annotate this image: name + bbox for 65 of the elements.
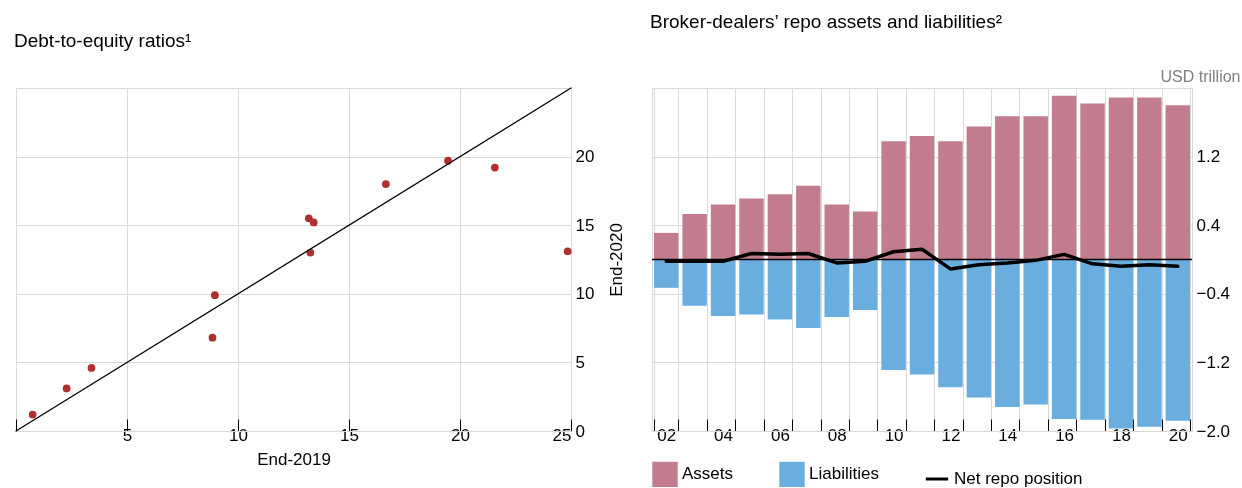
point xyxy=(490,163,499,172)
bar xyxy=(767,259,793,320)
bar xyxy=(1051,95,1077,260)
y-tick-label: −0.4 xyxy=(1196,284,1231,304)
x-axis-title: End-2019 xyxy=(257,449,331,469)
y-tick-label: 0 xyxy=(575,421,585,441)
bar xyxy=(995,259,1020,407)
bar xyxy=(966,126,992,260)
y-tick-label: 0.4 xyxy=(1196,215,1221,235)
bar xyxy=(881,141,906,260)
bar xyxy=(739,259,764,315)
bar xyxy=(710,204,736,260)
y-tick-label: 15 xyxy=(575,215,595,235)
bar xyxy=(796,185,821,260)
point xyxy=(304,214,313,223)
bar xyxy=(1080,259,1105,420)
bar xyxy=(852,259,878,311)
point xyxy=(208,333,217,342)
bar xyxy=(653,259,679,288)
legend-label: Assets xyxy=(682,464,734,484)
point xyxy=(28,410,37,419)
bar xyxy=(995,116,1020,260)
bar xyxy=(938,141,963,260)
point xyxy=(309,218,318,227)
legend-label: Net repo position xyxy=(954,469,1083,488)
bar xyxy=(682,214,707,260)
point xyxy=(211,291,219,300)
point xyxy=(62,384,71,393)
bar xyxy=(767,194,793,260)
bar xyxy=(938,259,963,388)
point xyxy=(563,247,572,256)
legend-label: Liabilities xyxy=(809,464,879,484)
chart-title: Debt-to-equity ratios¹ xyxy=(14,30,192,52)
chart-title: Broker-dealers’ repo assets and liabilities² xyxy=(650,11,1003,32)
y-tick-label: 1.2 xyxy=(1196,147,1221,167)
bar xyxy=(1165,259,1191,421)
y-tick-label: 10 xyxy=(575,284,595,304)
y-axis-title: USD trillion xyxy=(1160,67,1241,85)
point xyxy=(381,180,390,188)
bar xyxy=(852,211,878,260)
bar xyxy=(653,232,679,260)
y-tick-label: 20 xyxy=(575,147,595,167)
bar xyxy=(710,259,736,317)
point xyxy=(87,364,96,372)
y-axis-title: End-2020 xyxy=(606,223,626,297)
y-tick-label: −1.2 xyxy=(1196,352,1231,372)
bar xyxy=(1080,103,1105,260)
bar xyxy=(1023,116,1048,260)
bar xyxy=(824,204,849,260)
bar xyxy=(1137,259,1162,427)
bar xyxy=(824,259,849,317)
bar xyxy=(966,259,992,398)
bar xyxy=(1165,105,1191,260)
bar xyxy=(909,259,935,375)
y-tick-label: −2.0 xyxy=(1196,421,1231,441)
bar xyxy=(1108,97,1134,260)
y-tick-label: 5 xyxy=(575,352,585,372)
bar xyxy=(1137,97,1162,260)
bar xyxy=(796,259,821,329)
bar xyxy=(1051,259,1077,419)
bar xyxy=(1023,259,1048,405)
bar xyxy=(909,136,935,260)
bar xyxy=(1108,259,1134,429)
bar xyxy=(739,198,764,260)
bar xyxy=(881,259,906,371)
